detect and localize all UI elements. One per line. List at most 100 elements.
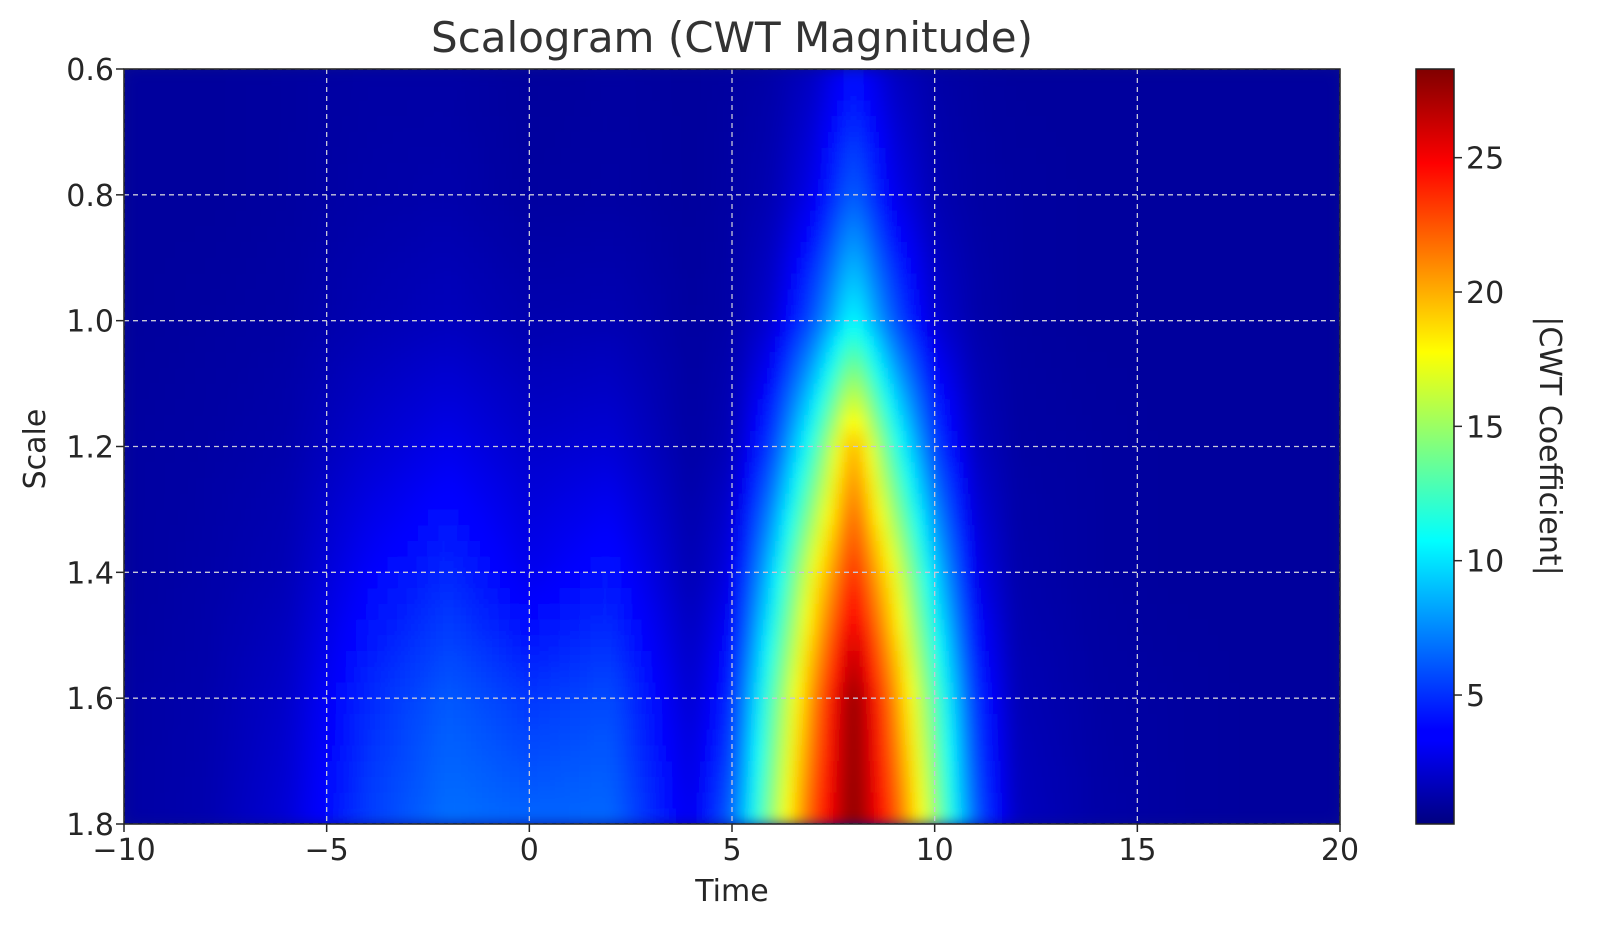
heatmap-cell (519, 682, 531, 699)
heatmap-cell (357, 572, 368, 589)
heatmap-cell (1117, 603, 1128, 621)
heatmap-cell (944, 588, 956, 605)
heatmap-cell (1096, 446, 1108, 464)
heatmap-cell (1056, 226, 1068, 243)
heatmap-cell (215, 666, 227, 684)
heatmap-cell (1106, 588, 1118, 605)
heatmap-cell (225, 289, 237, 306)
heatmap-cell (590, 525, 602, 542)
heatmap-cell (792, 446, 804, 464)
heatmap-cell (671, 210, 683, 228)
heatmap-cell (1177, 147, 1189, 165)
heatmap-cell (448, 540, 460, 558)
heatmap-cell (357, 289, 368, 306)
heatmap-cell (1269, 525, 1280, 542)
heatmap-cell (954, 257, 966, 275)
heatmap-cell (954, 383, 966, 401)
heatmap-cell (377, 525, 389, 542)
heatmap-cell (944, 69, 956, 86)
heatmap-cell (833, 69, 845, 86)
heatmap-cell (134, 698, 146, 715)
heatmap-cell (215, 100, 227, 117)
heatmap-cell (1248, 84, 1260, 102)
heatmap-cell (1329, 352, 1340, 369)
heatmap-cell (1238, 603, 1250, 621)
heatmap-cell (650, 163, 662, 180)
heatmap-cell (1198, 666, 1210, 684)
heatmap-cell (681, 289, 693, 306)
heatmap-cell (144, 682, 156, 699)
heatmap-cell (468, 257, 480, 275)
heatmap-cell (1137, 682, 1149, 699)
heatmap-cell (782, 69, 794, 86)
heatmap-cell (762, 147, 774, 165)
heatmap-cell (762, 650, 774, 668)
heatmap-cell (934, 666, 946, 684)
heatmap-cell (1289, 84, 1301, 102)
heatmap-cell (904, 666, 916, 684)
heatmap-cell (620, 713, 632, 731)
heatmap-cell (580, 147, 591, 165)
heatmap-cell (144, 713, 156, 731)
heatmap-cell (1106, 446, 1118, 464)
heatmap-cell (691, 525, 703, 542)
heatmap-cell (863, 446, 875, 464)
heatmap-cell (1076, 179, 1088, 196)
heatmap-cell (600, 588, 612, 605)
heatmap-cell (488, 116, 500, 133)
heatmap-cell (1279, 572, 1291, 589)
heatmap-cell (235, 100, 247, 117)
heatmap-cell (438, 666, 450, 684)
heatmap-cell (1096, 352, 1108, 369)
heatmap-cell (975, 635, 987, 652)
heatmap-cell (1309, 147, 1321, 165)
heatmap-cell (721, 320, 733, 338)
heatmap-cell (853, 509, 865, 526)
heatmap-cell (1157, 399, 1169, 416)
heatmap-cell (884, 493, 895, 511)
heatmap-cell (1208, 320, 1220, 338)
heatmap-cell (225, 619, 237, 637)
heatmap-cell (276, 242, 287, 259)
heatmap-cell (620, 100, 632, 117)
heatmap-cell (1208, 273, 1220, 291)
heatmap-cell (306, 588, 318, 605)
heatmap-cell (286, 682, 298, 699)
heatmap-cell (610, 116, 622, 133)
heatmap-cell (326, 525, 338, 542)
heatmap-cell (346, 682, 358, 699)
heatmap-cell (580, 304, 591, 322)
heatmap-cell (884, 477, 895, 495)
heatmap-cell (407, 210, 419, 228)
heatmap-cell (1188, 477, 1199, 495)
heatmap-cell (843, 525, 855, 542)
heatmap-cell (681, 682, 693, 699)
heatmap-cell (265, 304, 277, 322)
heatmap-cell (1096, 525, 1108, 542)
heatmap-cell (1076, 540, 1088, 558)
heatmap-cell (306, 682, 318, 699)
heatmap-cell (235, 84, 247, 102)
heatmap-cell (1177, 509, 1189, 526)
heatmap-cell (863, 367, 875, 385)
heatmap-cell (590, 352, 602, 369)
heatmap-cell (1106, 320, 1118, 338)
heatmap-cell (174, 320, 186, 338)
heatmap-cell (1157, 635, 1169, 652)
heatmap-cell (346, 493, 358, 511)
heatmap-cell (519, 493, 531, 511)
heatmap-cell (1218, 163, 1230, 180)
heatmap-cell (194, 257, 206, 275)
heatmap-cell (721, 399, 733, 416)
heatmap-cell (276, 116, 287, 133)
heatmap-cell (1289, 525, 1301, 542)
heatmap-cell (498, 242, 510, 259)
heatmap-cell (286, 635, 298, 652)
heatmap-cell (965, 682, 976, 699)
heatmap-cell (1167, 289, 1179, 306)
heatmap-cell (458, 194, 470, 212)
heatmap-cell (164, 713, 176, 731)
heatmap-cell (630, 477, 642, 495)
heatmap-cell (985, 179, 997, 196)
heatmap-cell (1137, 540, 1149, 558)
